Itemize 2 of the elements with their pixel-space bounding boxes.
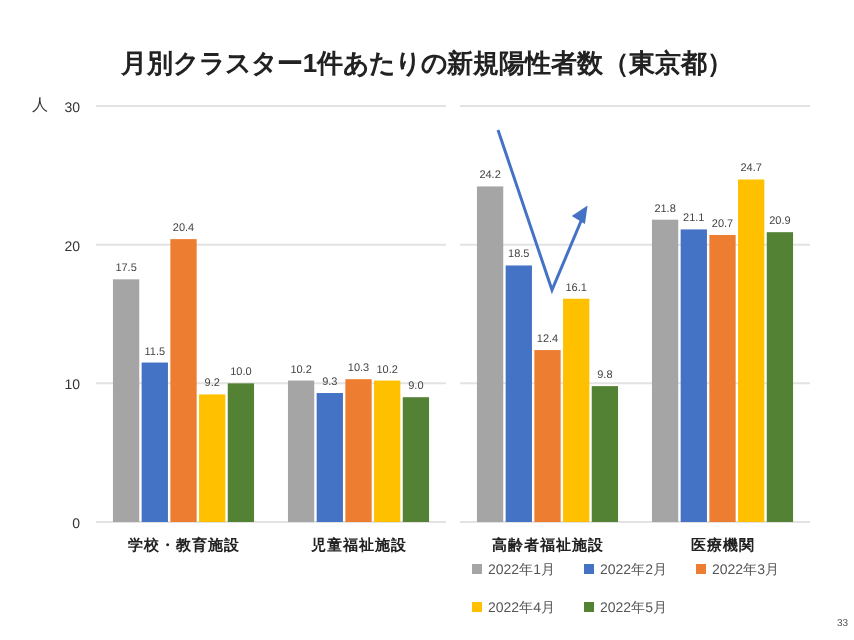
y-axis-title: 人 bbox=[32, 96, 48, 114]
chart-title: 月別クラスター1件あたりの新規陽性者数（東京都） bbox=[118, 48, 734, 78]
